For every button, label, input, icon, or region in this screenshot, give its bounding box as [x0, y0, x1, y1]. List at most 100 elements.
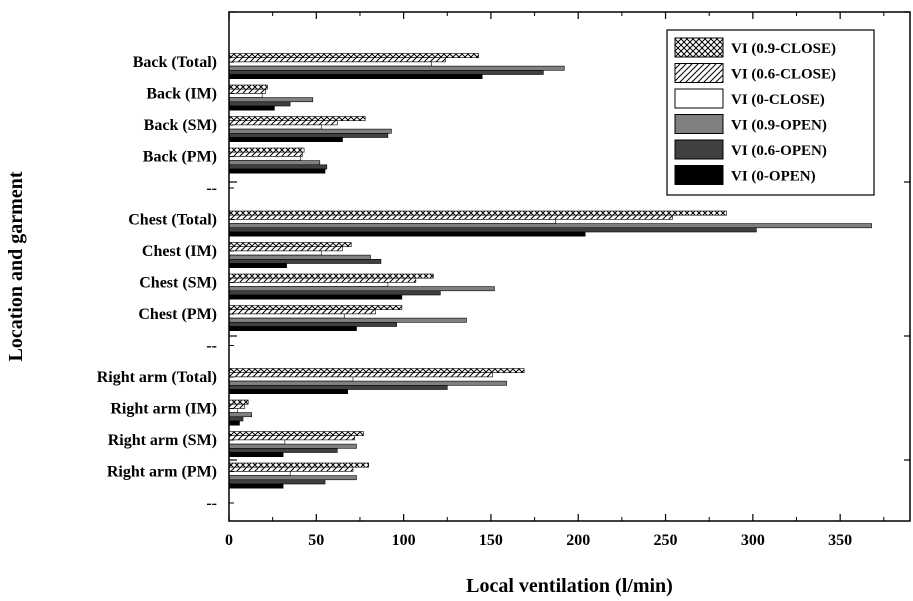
bar [228, 227, 757, 233]
x-tick-label: 150 [479, 532, 503, 549]
bar [228, 466, 354, 472]
y-tick-label: Chest (PM) [138, 306, 217, 323]
bar [228, 70, 544, 75]
legend-label: VI (0.9-OPEN) [731, 118, 827, 134]
bar [228, 376, 354, 382]
bar [228, 380, 507, 386]
legend: VI (0.9-CLOSE) VI (0.6-CLOSE) VI (0-CLOSE)… [666, 29, 875, 196]
y-tick-label: Right arm (SM) [108, 432, 217, 449]
bar [228, 321, 397, 327]
bar [228, 282, 389, 287]
x-tick-label: 100 [392, 532, 416, 549]
bars [228, 53, 872, 489]
bar [228, 53, 479, 58]
bar [228, 137, 343, 142]
bar [228, 294, 403, 300]
bar [228, 164, 328, 170]
x-tick-label: 300 [741, 532, 765, 549]
y-tick-label: Right arm (PM) [107, 464, 217, 481]
bar [228, 435, 356, 441]
bar [228, 246, 343, 252]
y-tick-label: Back (IM) [146, 86, 217, 103]
bar [228, 210, 727, 216]
bar [228, 286, 495, 292]
bar [228, 242, 352, 247]
bar [228, 101, 291, 107]
bar [228, 447, 338, 453]
y-tick-label: Right arm (Total) [97, 369, 217, 386]
bar [228, 168, 326, 174]
bar [228, 326, 357, 331]
bar [228, 475, 357, 481]
bar [228, 273, 434, 279]
bar [228, 258, 382, 264]
bar [228, 214, 673, 220]
bar [228, 263, 287, 268]
legend-label: VI (0.6-CLOSE) [731, 67, 836, 83]
bar [228, 250, 322, 256]
legend-swatch [674, 88, 724, 109]
bar [228, 462, 369, 468]
bar [228, 317, 467, 323]
bar [228, 479, 326, 485]
bar [228, 277, 417, 283]
x-tick-label: 250 [654, 532, 678, 549]
bar [228, 452, 284, 457]
legend-swatch [674, 165, 724, 185]
y-tick-label: -- [206, 338, 217, 355]
legend-swatch [674, 139, 724, 160]
plot-frame [228, 11, 911, 522]
y-tick-label: Back (SM) [144, 117, 217, 134]
bar [228, 471, 291, 476]
bar [228, 219, 556, 224]
bar [228, 420, 240, 426]
bar [228, 309, 376, 315]
bar [228, 57, 446, 63]
legend-label: VI (0-OPEN) [731, 169, 816, 185]
bar [228, 389, 349, 394]
y-tick-label: Chest (Total) [128, 212, 217, 229]
bar [228, 443, 357, 449]
bar [228, 116, 366, 121]
bar [228, 412, 253, 418]
y-tick-label: Back (Total) [133, 54, 217, 71]
y-tick-label: Chest (SM) [139, 275, 217, 292]
x-tick-label: 200 [566, 532, 590, 549]
bar [228, 120, 338, 126]
legend-swatch [674, 63, 724, 83]
bar [228, 439, 286, 445]
bar [228, 105, 275, 111]
bar [228, 151, 303, 157]
legend-label: VI (0.9-CLOSE) [731, 41, 836, 57]
bar [228, 93, 263, 98]
bar [228, 65, 565, 71]
bar [228, 483, 284, 489]
x-tick-label: 0 [225, 532, 233, 549]
bar [228, 416, 244, 422]
bar [228, 408, 239, 413]
bar [228, 160, 321, 166]
x-axis-title: Local ventilation (l/min) [466, 575, 673, 597]
bar [228, 305, 403, 310]
bar [228, 290, 441, 296]
y-tick-label: -- [206, 180, 217, 197]
bar [228, 399, 249, 405]
y-axis-title: Location and garment [5, 171, 27, 361]
axes: 0 50 100 150 200 250 300 350 Back (Total) Back (I… [97, 11, 911, 549]
bar [228, 61, 432, 67]
bar [228, 84, 268, 90]
legend-swatch [674, 114, 724, 134]
bar [228, 254, 371, 260]
bar [228, 74, 483, 79]
bar [228, 97, 314, 103]
y-tick-label: Chest (IM) [142, 243, 217, 260]
y-tick-label: -- [206, 495, 217, 512]
bar [228, 133, 389, 138]
bar [228, 156, 301, 161]
bar [228, 384, 448, 390]
bar [228, 147, 305, 153]
bar [228, 368, 525, 373]
bar [228, 231, 586, 237]
x-tick-label: 350 [828, 532, 852, 549]
